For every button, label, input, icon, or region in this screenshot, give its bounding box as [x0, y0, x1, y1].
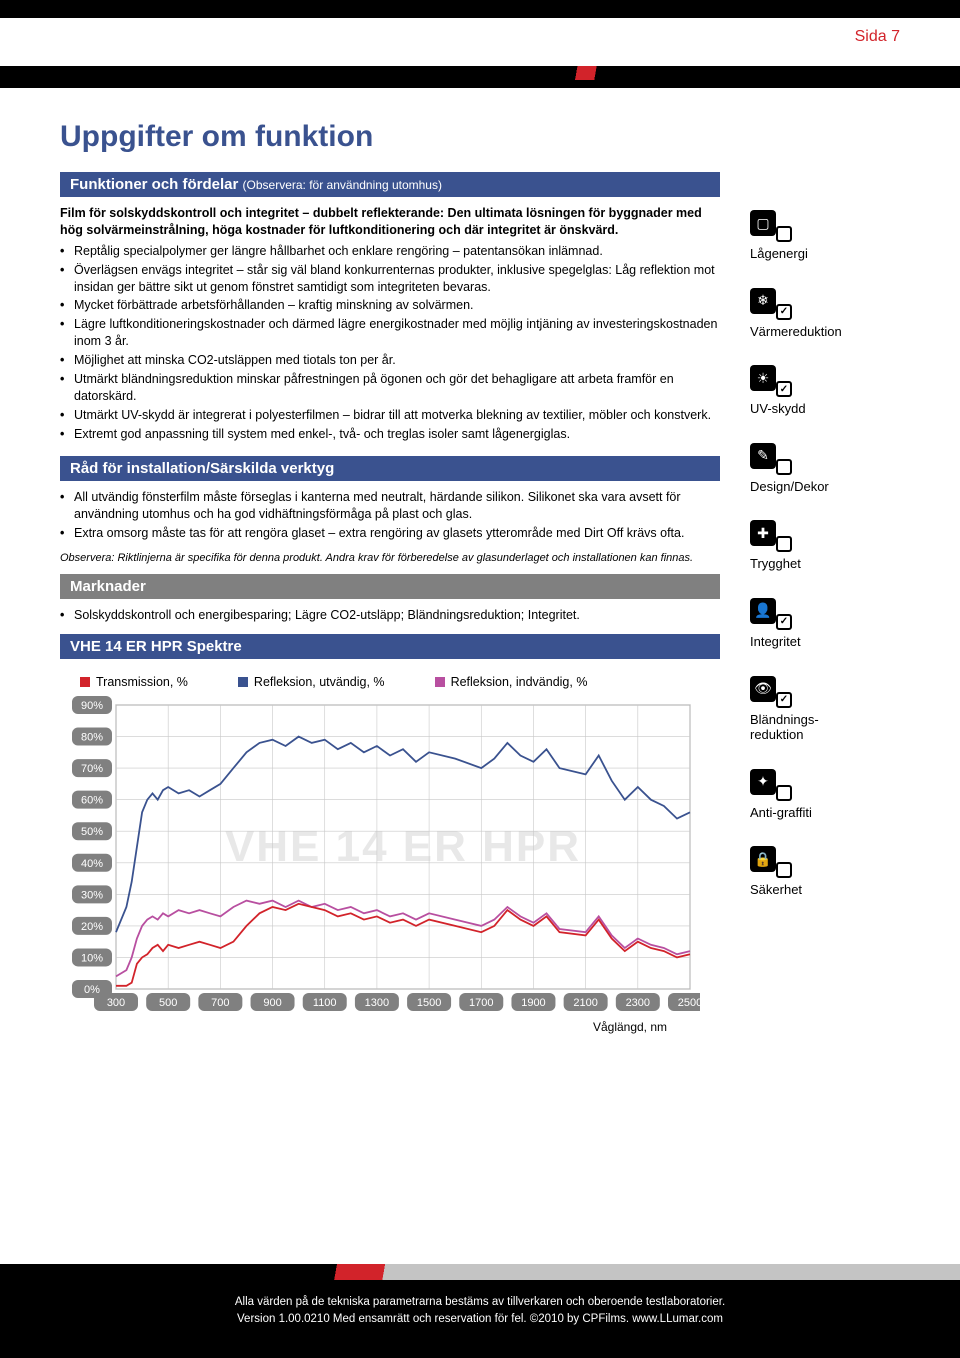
feature-sakerhet: 🔒 Säkerhet [750, 846, 900, 898]
feature-antigraffiti: ✦ Anti-graffiti [750, 769, 900, 821]
svg-text:70%: 70% [81, 763, 103, 775]
list-item: Utmärkt UV-skydd är integrerat i polyest… [74, 407, 720, 424]
feature-label: Anti-graffiti [750, 805, 812, 821]
section-header-text: Funktioner och fördelar [70, 176, 238, 193]
feature-blandning: 👁 ✓ Bländnings-reduktion [750, 676, 900, 743]
list-item: Möjlighet att minska CO2-utsläppen med t… [74, 352, 720, 369]
main-column: Uppgifter om funktion Funktioner och för… [60, 120, 720, 1040]
svg-text:500: 500 [159, 997, 177, 1009]
legend-item: Transmission, % [80, 675, 188, 689]
legend-item: Refleksion, utvändig, % [238, 675, 385, 689]
chart-container: Transmission, % Refleksion, utvändig, % Re… [60, 669, 720, 1040]
list-item: Extremt god anpassning till system med e… [74, 426, 720, 443]
svg-text:Våglängd, nm: Våglängd, nm [593, 1020, 667, 1034]
list-item: Solskyddskontroll och energibesparing; L… [74, 607, 720, 624]
list-item: Mycket förbättrade arbetsförhållanden – … [74, 297, 720, 314]
varmereduktion-icon: ❄ ✓ [750, 288, 792, 318]
feature-label: Design/Dekor [750, 479, 829, 495]
svg-text:80%: 80% [81, 731, 103, 743]
footer-line2: Version 1.00.0210 Med ensamrätt och rese… [60, 1311, 900, 1328]
rad-note: Observera: Riktlinjerna är specifika för… [60, 552, 720, 564]
svg-text:2300: 2300 [626, 997, 650, 1009]
feature-uvskydd: ☀ ✓ UV-skydd [750, 365, 900, 417]
blandning-icon: 👁 ✓ [750, 676, 792, 706]
section-header-rad: Råd för installation/Särskilda verktyg [60, 456, 720, 481]
feature-sidebar: ▢ Lågenergi ❄ ✓ Värmereduktion ☀ ✓ UV-sk… [750, 120, 900, 1040]
feature-label: UV-skydd [750, 401, 806, 417]
svg-text:10%: 10% [81, 952, 103, 964]
svg-text:50%: 50% [81, 826, 103, 838]
legend-label: Transmission, % [96, 675, 188, 689]
legend-swatch [435, 677, 445, 687]
section-header-funktioner: Funktioner och fördelar (Observera: för … [60, 172, 720, 197]
svg-text:2500: 2500 [678, 997, 700, 1009]
feature-lagenergi: ▢ Lågenergi [750, 210, 900, 262]
legend-swatch [80, 677, 90, 687]
page-number: Sida 7 [0, 28, 900, 46]
section-header-marknader: Marknader [60, 574, 720, 599]
funktioner-bullets: Reptålig specialpolymer ger längre hållb… [60, 243, 720, 443]
svg-text:1500: 1500 [417, 997, 441, 1009]
legend-item: Refleksion, indvändig, % [435, 675, 588, 689]
list-item: Överlägsen envägs integritet – står sig … [74, 262, 720, 296]
svg-text:1700: 1700 [469, 997, 493, 1009]
feature-varmereduktion: ❄ ✓ Värmereduktion [750, 288, 900, 340]
svg-text:1900: 1900 [521, 997, 545, 1009]
lagenergi-icon: ▢ [750, 210, 792, 240]
feature-trygghet: ✚ Trygghet [750, 520, 900, 572]
feature-label: Säkerhet [750, 882, 802, 898]
footer-stripe [0, 1264, 960, 1280]
list-item: All utvändig fönsterfilm måste förseglas… [74, 489, 720, 523]
svg-text:1100: 1100 [313, 997, 337, 1009]
svg-text:60%: 60% [81, 795, 103, 807]
list-item: Utmärkt bländningsreduktion minskar påfr… [74, 371, 720, 405]
spectral-chart: VHE 14 ER HPR0%10%20%30%40%50%60%70%80%9… [60, 695, 700, 1035]
footer-line1: Alla värden på de tekniska parametrarna … [60, 1294, 900, 1311]
section-header-chart: VHE 14 ER HPR Spektre [60, 634, 720, 659]
legend-label: Refleksion, utvändig, % [254, 675, 385, 689]
top-accent-bar [0, 0, 960, 18]
footer-band: Alla värden på de tekniska parametrarna … [0, 1280, 960, 1358]
section-header-sub: (Observera: för användning utomhus) [243, 178, 442, 192]
antigraffiti-icon: ✦ [750, 769, 792, 799]
svg-text:900: 900 [263, 997, 281, 1009]
feature-label: Integritet [750, 634, 801, 650]
svg-text:90%: 90% [81, 700, 103, 712]
funktioner-intro: Film för solskyddskontroll och integrite… [60, 205, 720, 239]
marknader-bullets: Solskyddskontroll och energibesparing; L… [60, 607, 720, 624]
integritet-icon: 👤 ✓ [750, 598, 792, 628]
svg-text:300: 300 [107, 997, 125, 1009]
feature-label: Bländnings-reduktion [750, 712, 819, 743]
svg-text:2100: 2100 [573, 997, 597, 1009]
svg-text:30%: 30% [81, 889, 103, 901]
svg-text:20%: 20% [81, 921, 103, 933]
feature-label: Lågenergi [750, 246, 808, 262]
rad-bullets: All utvändig fönsterfilm måste förseglas… [60, 489, 720, 542]
svg-text:VHE 14 ER HPR: VHE 14 ER HPR [225, 822, 581, 871]
chart-legend: Transmission, % Refleksion, utvändig, % Re… [60, 669, 720, 695]
legend-label: Refleksion, indvändig, % [451, 675, 588, 689]
feature-integritet: 👤 ✓ Integritet [750, 598, 900, 650]
feature-design: ✎ Design/Dekor [750, 443, 900, 495]
list-item: Lägre luftkonditioneringskostnader och d… [74, 316, 720, 350]
uvskydd-icon: ☀ ✓ [750, 365, 792, 395]
svg-text:1300: 1300 [365, 997, 389, 1009]
design-icon: ✎ [750, 443, 792, 473]
sakerhet-icon: 🔒 [750, 846, 792, 876]
trygghet-icon: ✚ [750, 520, 792, 550]
feature-label: Trygghet [750, 556, 801, 572]
page-title: Uppgifter om funktion [60, 120, 720, 154]
legend-swatch [238, 677, 248, 687]
svg-text:40%: 40% [81, 858, 103, 870]
footer: Alla värden på de tekniska parametrarna … [0, 1264, 960, 1358]
list-item: Reptålig specialpolymer ger längre hållb… [74, 243, 720, 260]
list-item: Extra omsorg måste tas för att rengöra g… [74, 525, 720, 542]
feature-label: Värmereduktion [750, 324, 842, 340]
svg-text:700: 700 [211, 997, 229, 1009]
top-stripe [0, 66, 960, 80]
